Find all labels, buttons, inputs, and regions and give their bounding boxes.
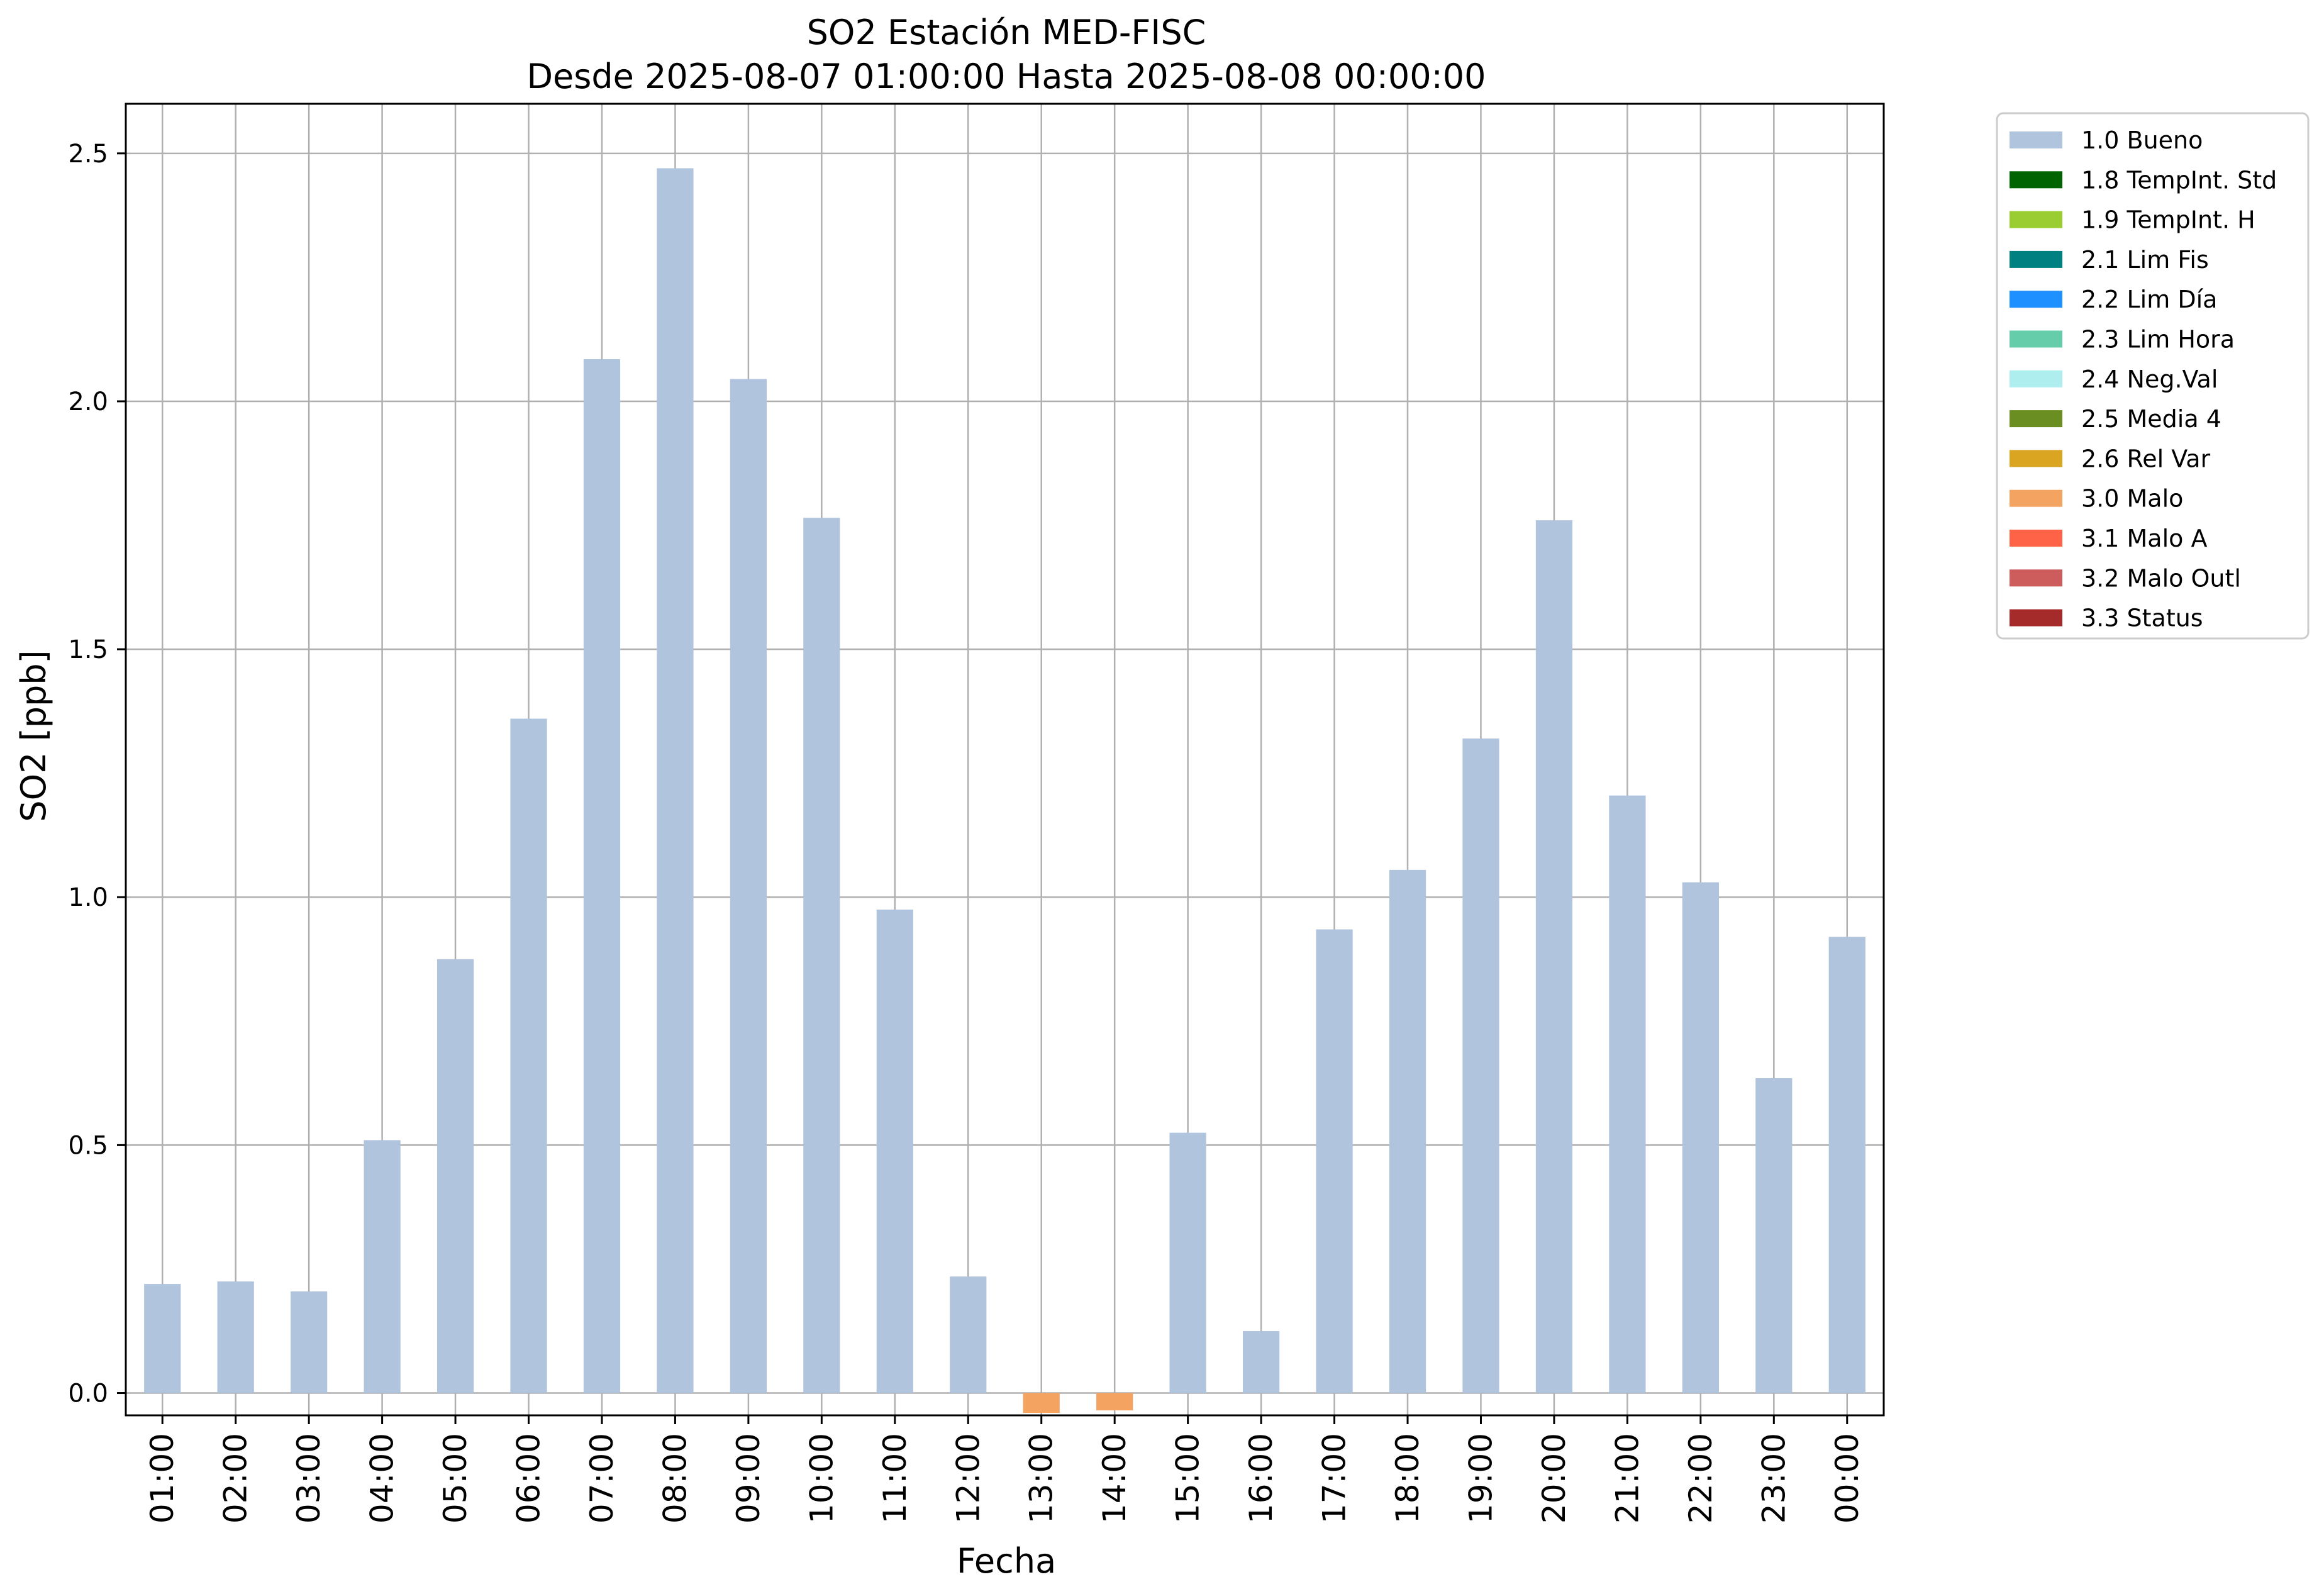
legend-swatch (2010, 450, 2062, 467)
legend-swatch (2010, 211, 2062, 228)
x-tick-label: 10:00 (803, 1433, 840, 1524)
legend-swatch (2010, 171, 2062, 189)
x-tick-label: 07:00 (584, 1433, 620, 1524)
bar (1389, 869, 1426, 1393)
x-tick-label: 13:00 (1023, 1433, 1060, 1524)
legend-label: 3.2 Malo Outl (2081, 564, 2241, 592)
bar (510, 718, 547, 1393)
y-axis-label: SO2 [ppb] (14, 650, 53, 822)
legend-label: 1.0 Bueno (2081, 126, 2203, 154)
legend-swatch (2010, 370, 2062, 387)
bar (730, 379, 767, 1393)
legend-label: 2.3 Lim Hora (2081, 326, 2235, 354)
legend-label: 2.4 Neg.Val (2081, 365, 2218, 393)
y-tick-label: 1.0 (68, 883, 108, 912)
x-tick-label: 18:00 (1389, 1433, 1426, 1524)
legend-swatch (2010, 489, 2062, 507)
bar (1316, 929, 1353, 1393)
x-tick-label: 16:00 (1243, 1433, 1279, 1524)
legend: 1.0 Bueno 1.8 TempInt. Std 1.9 TempInt. H 2… (1996, 112, 2310, 640)
x-axis-label: Fecha (957, 1541, 1056, 1581)
legend-swatch (2010, 131, 2062, 148)
bar (1242, 1330, 1280, 1393)
x-tick-label: 06:00 (511, 1433, 547, 1524)
legend-label: 3.3 Status (2081, 605, 2203, 632)
bar (583, 359, 621, 1393)
x-tick-label: 11:00 (877, 1433, 913, 1524)
legend-swatch (2010, 569, 2062, 587)
bar (876, 909, 913, 1393)
legend-swatch (2010, 330, 2062, 348)
bars (144, 168, 1865, 1413)
x-tick-label: 14:00 (1096, 1433, 1133, 1524)
x-tick-label: 21:00 (1609, 1433, 1645, 1524)
x-tick-label: 00:00 (1829, 1433, 1865, 1524)
x-tick-label: 04:00 (364, 1433, 401, 1524)
bar (217, 1281, 254, 1393)
legend-swatch (2010, 530, 2062, 547)
y-tick-label: 2.5 (68, 140, 108, 169)
legend-swatch (2010, 410, 2062, 428)
chart-subtitle: Desde 2025-08-07 01:00:00 Hasta 2025-08-… (526, 57, 1486, 96)
bar (291, 1291, 328, 1393)
x-tick-label: 03:00 (291, 1433, 327, 1524)
x-tick-label: 02:00 (218, 1433, 254, 1524)
bar (436, 959, 474, 1393)
legend-label: 3.0 Malo (2081, 485, 2183, 513)
legend-label: 3.1 Malo A (2081, 525, 2207, 552)
y-tick-label: 2.0 (68, 387, 108, 416)
bar (1169, 1132, 1206, 1393)
bar (803, 518, 840, 1393)
x-tick-label: 01:00 (144, 1433, 181, 1524)
x-tick-label: 20:00 (1536, 1433, 1572, 1524)
x-tick-label: 12:00 (950, 1433, 986, 1524)
bar (1096, 1393, 1133, 1411)
bar (1828, 937, 1865, 1393)
bar (144, 1284, 181, 1393)
bar (1023, 1393, 1060, 1413)
bar (657, 168, 694, 1393)
x-tick-label: 15:00 (1170, 1433, 1206, 1524)
x-axis: 01:00 02:00 03:00 04:00 05:00 06:00 07:00 08:00… (144, 1415, 1865, 1524)
legend-swatch (2010, 250, 2062, 268)
bar (950, 1276, 987, 1393)
legend-label: 1.9 TempInt. H (2081, 206, 2255, 234)
legend-label: 2.6 Rel Var (2081, 445, 2211, 472)
bar (1535, 520, 1573, 1393)
x-tick-label: 22:00 (1682, 1433, 1719, 1524)
bar (1755, 1078, 1793, 1393)
plot-frame (125, 103, 1885, 1417)
x-tick-label: 17:00 (1316, 1433, 1353, 1524)
x-tick-label: 23:00 (1755, 1433, 1792, 1524)
legend-label: 2.2 Lim Día (2081, 286, 2217, 313)
legend-swatch (2010, 609, 2062, 627)
legend-label: 1.8 TempInt. Std (2081, 166, 2277, 194)
legend-swatch (2010, 291, 2062, 308)
bar (364, 1140, 401, 1393)
x-tick-label: 05:00 (437, 1433, 474, 1524)
legend-label: 2.1 Lim Fis (2081, 246, 2209, 274)
legend-label: 2.5 Media 4 (2081, 405, 2221, 433)
bar (1462, 738, 1499, 1393)
legend-box (1996, 112, 2310, 640)
x-tick-label: 09:00 (730, 1433, 767, 1524)
x-tick-label: 19:00 (1462, 1433, 1499, 1524)
bar (1609, 795, 1646, 1393)
x-tick-label: 08:00 (657, 1433, 693, 1524)
y-tick-label: 0.5 (68, 1131, 108, 1160)
chart-title: SO2 Estación MED-FISC (807, 13, 1206, 52)
y-tick-label: 1.5 (68, 635, 108, 664)
y-tick-label: 0.0 (68, 1379, 108, 1408)
bar (1682, 882, 1719, 1393)
y-axis: 0.0 0.5 1.0 1.5 2.0 2.5 (68, 140, 126, 1408)
